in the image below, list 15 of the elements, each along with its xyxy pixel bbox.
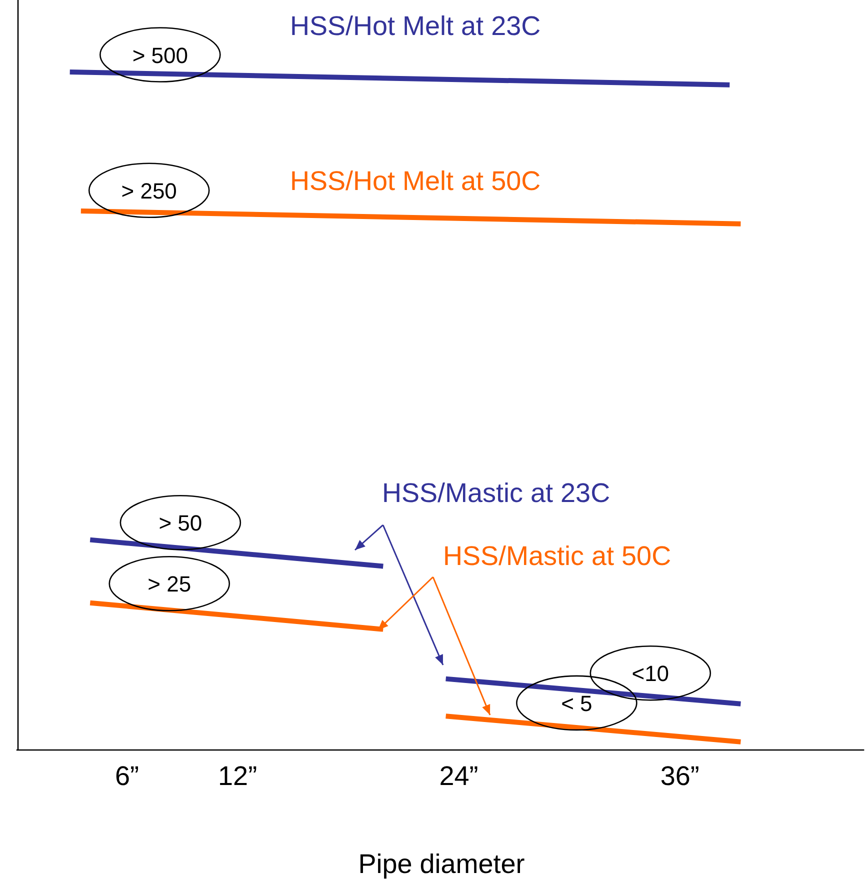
x-tick-label: 36” [660, 761, 700, 791]
annotation: <10 [632, 661, 670, 686]
annotation: < 5 [561, 690, 592, 716]
series-label: HSS/Hot Melt at 23C [290, 11, 541, 41]
x-tick-label: 24” [439, 761, 478, 791]
annotation: > 250 [121, 178, 177, 204]
x-axis-title: Pipe diameter [358, 849, 525, 879]
text: HSS/Mastic at 50C [443, 541, 672, 571]
x-tick-label: 12” [218, 761, 258, 791]
annotation: > 25 [148, 572, 192, 597]
annotation: > 500 [132, 42, 188, 68]
x-tick-label: 6” [114, 761, 139, 791]
text: HSS/Mastic at 23C [382, 478, 610, 508]
annotation: > 50 [158, 510, 202, 536]
series-label: HSS/Hot Melt at 50C [290, 166, 541, 196]
